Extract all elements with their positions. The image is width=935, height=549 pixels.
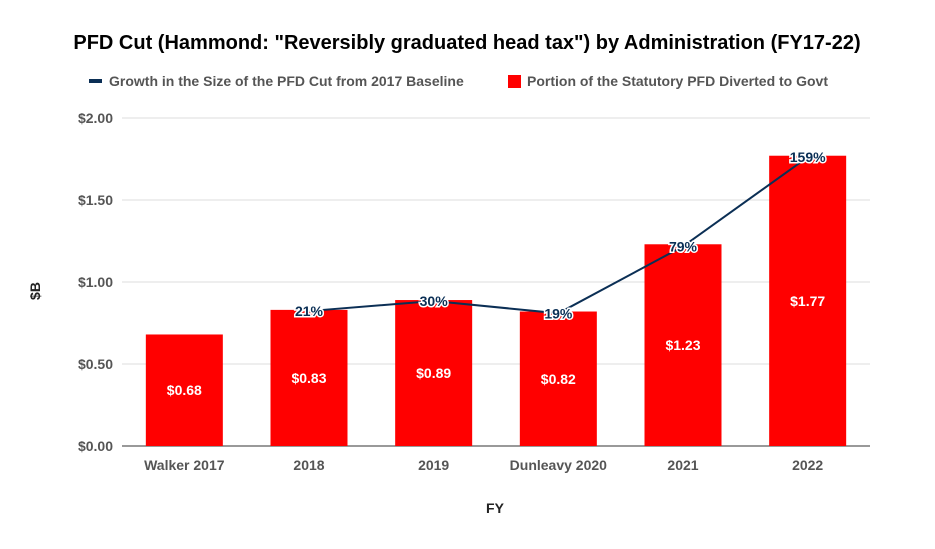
line-series: 21% 30% 19% 79% 159% — [293, 148, 827, 323]
x-tick-label: 2018 — [293, 457, 324, 473]
bar-data-label: $0.82 — [541, 371, 576, 387]
bar-data-label: $0.83 — [291, 370, 326, 386]
line-data-label: 159% — [790, 149, 826, 165]
bar — [145, 334, 223, 446]
y-tick-label: $1.00 — [78, 274, 113, 290]
legend-label-bar: Portion of the Statutory PFD Diverted to… — [527, 73, 828, 89]
x-tick-label: Walker 2017 — [144, 457, 225, 473]
legend-line-swatch — [89, 79, 102, 83]
line-data-label: 30% — [420, 293, 449, 309]
y-tick-label: $2.00 — [78, 110, 113, 126]
chart-title: PFD Cut (Hammond: "Reversibly graduated … — [73, 32, 860, 54]
legend-bar-swatch — [508, 75, 521, 88]
x-tick-label: Dunleavy 2020 — [510, 457, 607, 473]
bar — [395, 300, 473, 446]
line-data-label: 21% — [295, 303, 324, 319]
bar-series: $0.68 $0.83 $0.89 $0.82 $1.23 $1.77 — [145, 155, 847, 446]
y-tick-label: $0.50 — [78, 356, 113, 372]
grid — [122, 117, 870, 447]
bar-data-label: $0.68 — [167, 382, 202, 398]
bar-data-label: $1.77 — [790, 293, 825, 309]
line-data-label: 79% — [669, 238, 698, 254]
x-axis-ticks: Walker 2017 2018 2019 Dunleavy 2020 2021 2022 — [144, 457, 823, 473]
legend-label-line: Growth in the Size of the PFD Cut from 2… — [109, 73, 464, 89]
bar — [270, 309, 348, 446]
y-tick-label: $0.00 — [78, 438, 113, 454]
bar-data-label: $0.89 — [416, 365, 451, 381]
x-axis-title: FY — [486, 500, 505, 516]
x-tick-label: 2021 — [667, 457, 698, 473]
bar — [519, 311, 597, 446]
x-tick-label: 2022 — [792, 457, 823, 473]
bar — [644, 244, 722, 446]
series-line — [308, 156, 809, 315]
bar — [769, 155, 847, 446]
legend: Growth in the Size of the PFD Cut from 2… — [89, 73, 828, 89]
x-tick-label: 2019 — [418, 457, 449, 473]
y-tick-label: $1.50 — [78, 192, 113, 208]
bar-data-label: $1.23 — [665, 337, 700, 353]
y-axis-ticks: $0.00 $0.50 $1.00 $1.50 $2.00 — [78, 110, 113, 454]
y-axis-title: $B — [27, 282, 43, 300]
line-data-label: 19% — [544, 305, 573, 321]
